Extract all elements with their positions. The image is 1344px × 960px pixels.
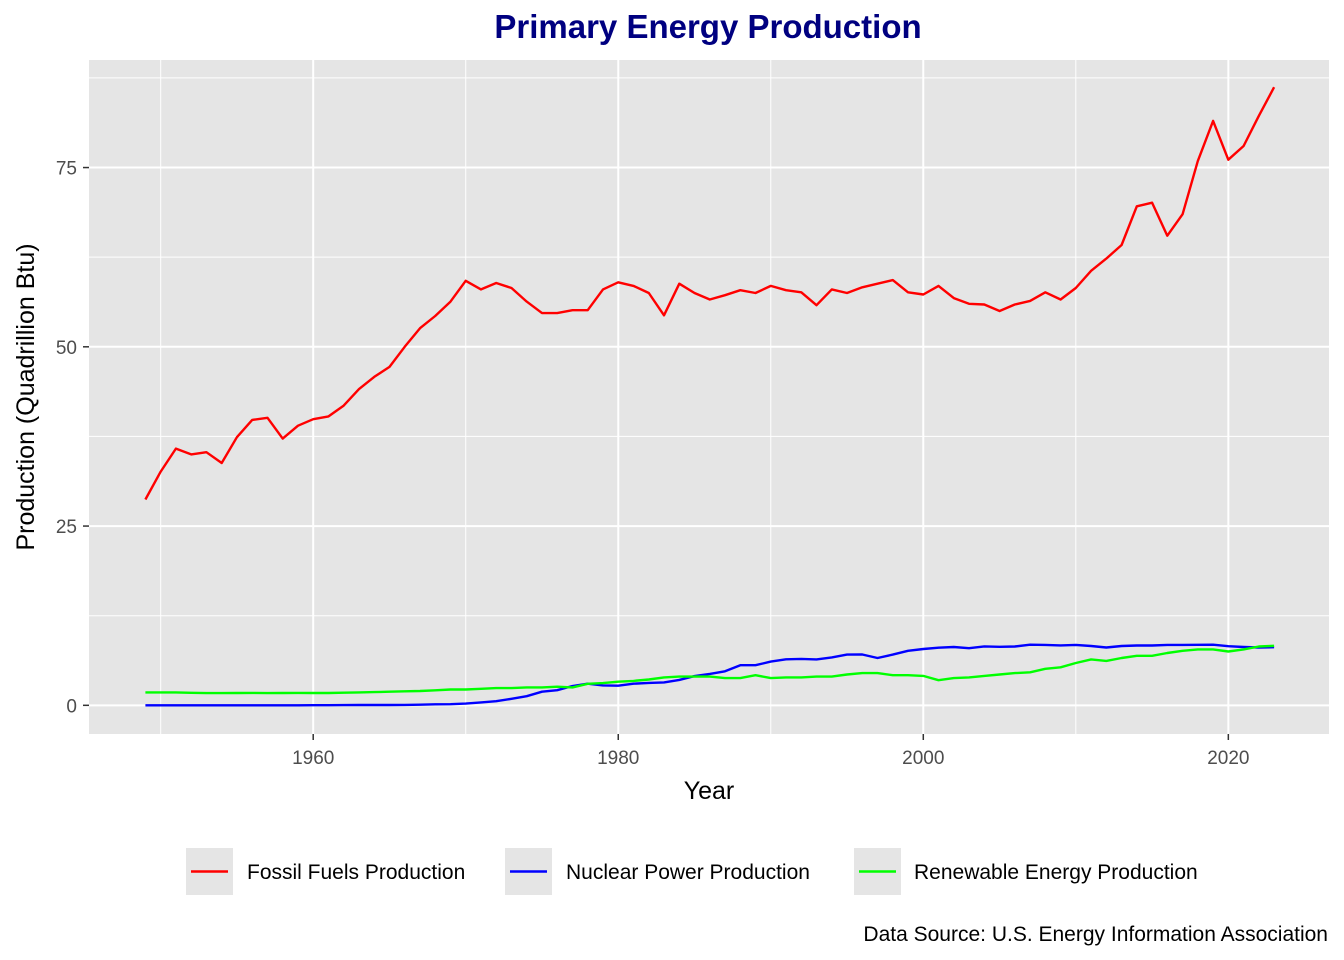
- legend-label-2: Renewable Energy Production: [914, 861, 1198, 884]
- grid-major: [89, 60, 1329, 734]
- plot-panel: [89, 60, 1329, 734]
- grid-minor: [89, 60, 1329, 734]
- series-line-2: [145, 644, 1275, 695]
- y-tick-label: 75: [56, 159, 77, 180]
- series-line-0: [144, 86, 1276, 501]
- y-axis-ticks: 0 25 50 75: [56, 159, 89, 717]
- x-tick-label: 1980: [597, 748, 639, 769]
- series-line-1: [145, 643, 1275, 707]
- x-tick-label: 2020: [1207, 748, 1249, 769]
- y-tick-label: 0: [66, 696, 77, 717]
- caption: Data Source: U.S. Energy Information Ass…: [863, 923, 1328, 946]
- y-axis-title: Production (Quadrillion Btu): [12, 243, 40, 550]
- x-tick-label: 2000: [902, 748, 944, 769]
- x-axis-title: Year: [684, 777, 735, 805]
- legend: Fossil Fuels Production Nuclear Power Pro…: [186, 848, 1198, 895]
- legend-label-0: Fossil Fuels Production: [247, 861, 465, 884]
- x-axis-ticks: 1960 1980 2000 2020: [292, 734, 1249, 769]
- legend-label-1: Nuclear Power Production: [566, 861, 810, 884]
- series-lines: [144, 86, 1276, 707]
- y-tick-label: 25: [56, 517, 77, 538]
- chart-title: Primary Energy Production: [494, 8, 921, 45]
- x-tick-label: 1960: [292, 748, 334, 769]
- y-tick-label: 50: [56, 338, 77, 359]
